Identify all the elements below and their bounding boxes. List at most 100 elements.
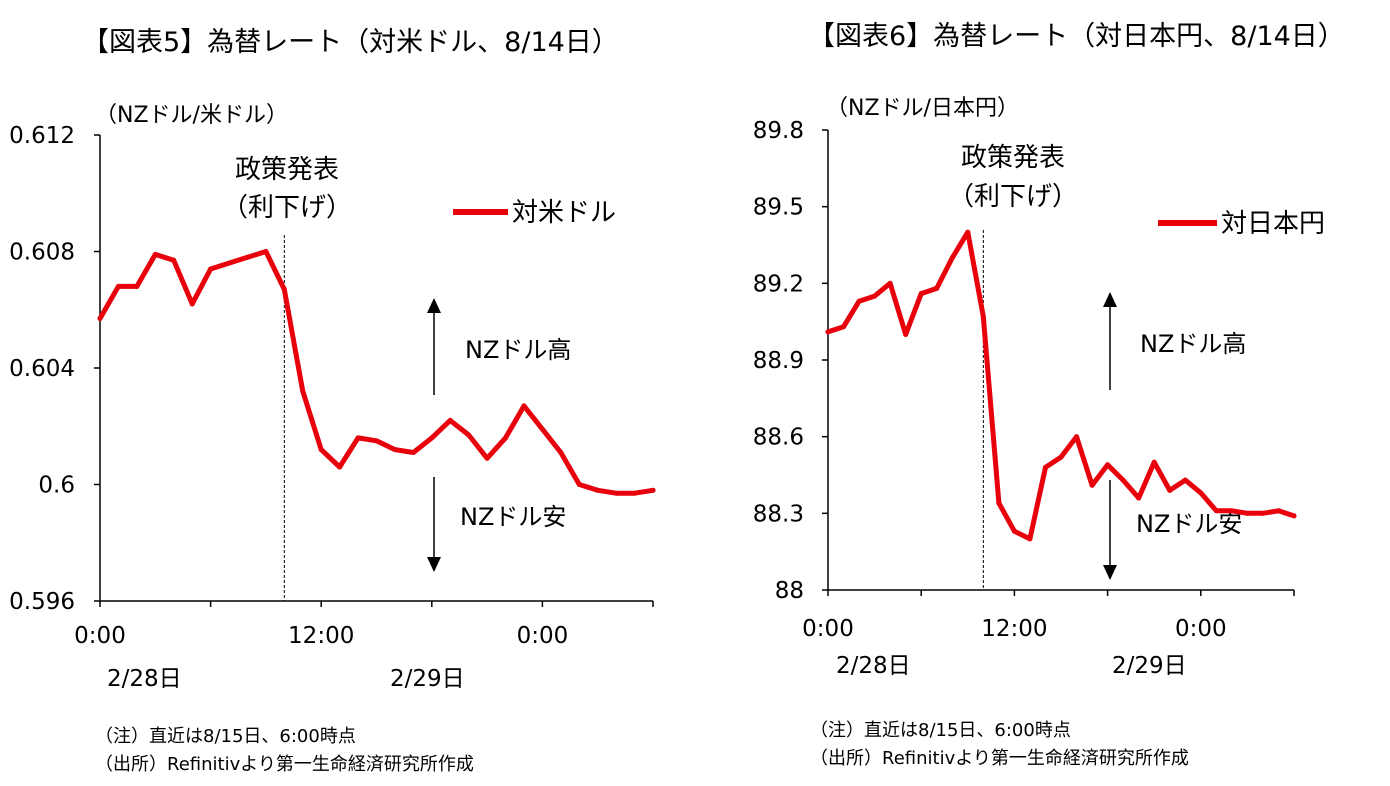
chart2-data-point [1120, 477, 1126, 483]
chart2-data-point [1275, 508, 1281, 514]
chart2-data-point [965, 229, 971, 235]
chart2-data-point [1291, 513, 1297, 519]
chart2-data-point [825, 329, 831, 335]
chart2-source: （出所）Refinitivより第一生命経済研究所作成 [810, 748, 1189, 769]
chart1-data-point [97, 315, 103, 321]
chart1-data-point [281, 286, 287, 292]
chart2-event-label: 政策発表 [961, 143, 1065, 173]
chart1-data-point [337, 464, 343, 470]
chart1-unit-label: （NZドル/米ドル） [95, 103, 288, 128]
chart2-data-point [934, 285, 940, 291]
chart2-series-line [825, 229, 1297, 542]
chart2-data-point [1105, 462, 1111, 468]
chart1-data-point [189, 301, 195, 307]
chart2-y-tick-label: 88.3 [753, 501, 804, 527]
chart1-down-label: NZドル安 [460, 503, 566, 531]
chart1-y-tick-label: 0.596 [9, 589, 75, 615]
chart1-legend-label: 対米ドル [512, 198, 616, 228]
chart2-x-date-label: 2/29日 [1112, 653, 1187, 679]
chart2-data-point [1182, 477, 1188, 483]
chart1-data-point [115, 283, 121, 289]
chart1-y-tick-label: 0.612 [9, 123, 75, 149]
chart1-data-point [263, 249, 269, 254]
chart1-data-point [650, 487, 656, 493]
chart1-data-point [318, 447, 324, 453]
chart1-down-arrow-head [427, 557, 441, 572]
chart2-data-point [887, 280, 893, 286]
chart2-y-tick-label: 88.9 [753, 348, 804, 374]
chart1-data-point [521, 403, 527, 409]
chart2-event-sublabel: （利下げ） [948, 182, 1078, 212]
chart1-data-point [484, 455, 490, 461]
chart2-data-point [1089, 482, 1095, 488]
chart2-data-point [980, 314, 986, 320]
chart2-data-point [856, 298, 862, 304]
chart1-y-tick-label: 0.6 [38, 473, 75, 499]
chart2-down-arrow-head [1103, 565, 1117, 580]
chart1-data-point [410, 449, 416, 455]
chart1-data-point [134, 283, 140, 289]
chart2-y-tick-label: 89.5 [753, 195, 804, 221]
chart1-note: （注）直近は8/15日、6:00時点 [95, 726, 356, 747]
chart2-data-point [903, 331, 909, 337]
chart1-data-point [503, 435, 509, 441]
chart2-data-point [872, 293, 878, 299]
chart1-x-date-label: 2/29日 [390, 666, 465, 692]
chart1-data-point [466, 432, 472, 438]
chart1-y-tick-label: 0.608 [9, 240, 75, 266]
chart1-x-tick-label: 12:00 [288, 623, 354, 649]
chart2-data-point [918, 291, 924, 297]
chart2-y-tick-label: 89.8 [753, 118, 804, 144]
chart2-data-point [1136, 495, 1142, 501]
chart1-data-point [171, 257, 177, 263]
chart1-up-label: NZドル高 [465, 336, 571, 364]
chart2-x-tick-label: 0:00 [802, 616, 854, 642]
chart2-x-date-label: 2/28日 [836, 653, 911, 679]
chart2-data-point [1058, 454, 1064, 460]
chart2-legend-label: 対日本円 [1221, 209, 1325, 239]
chart2-x-tick-label: 0:00 [1175, 616, 1227, 642]
chart2-data-point [996, 500, 1002, 506]
chart2-data-point [1027, 536, 1033, 542]
chart2-data-point [949, 255, 955, 261]
chart2-down-label: NZドル安 [1136, 510, 1242, 538]
chart1-data-point [244, 254, 250, 260]
chart1-data-point [447, 417, 453, 423]
chart2-data-point [1151, 459, 1157, 465]
chart2-data-point [1042, 464, 1048, 470]
chart2-up-label: NZドル高 [1140, 330, 1246, 358]
chart1-x-tick-label: 0:00 [517, 623, 569, 649]
chart1-data-point [595, 487, 601, 493]
chart2-data-point [841, 324, 847, 330]
chart2-unit-label: （NZドル/日本円） [826, 96, 1019, 121]
chart1-data-point [374, 438, 379, 444]
chart1-data-point [539, 426, 545, 432]
chart1-x-date-label: 2/28日 [107, 666, 182, 692]
chart2-x-tick-label: 12:00 [981, 616, 1047, 642]
chart2-data-point [1260, 510, 1266, 516]
chart1-data-point [632, 490, 638, 496]
chart2-data-point [1011, 528, 1017, 534]
chart1-event-sublabel: （利下げ） [222, 193, 352, 223]
chart2-data-point [1167, 487, 1173, 493]
chart2-y-tick-label: 89.2 [753, 271, 804, 297]
chart2-data-point [1244, 510, 1250, 516]
chart1-data-point [392, 447, 398, 453]
chart1-data-point [429, 435, 435, 441]
chart1-data-point [208, 266, 214, 272]
chart1-data-point [355, 435, 361, 441]
chart1-x-tick-label: 0:00 [74, 623, 126, 649]
chart2-y-tick-label: 88.6 [753, 425, 804, 451]
chart1-up-arrow-head [427, 298, 441, 313]
chart1-event-label: 政策発表 [235, 155, 339, 185]
chart1-source: （出所）Refinitivより第一生命経済研究所作成 [95, 754, 474, 775]
chart2-up-arrow-head [1103, 292, 1117, 307]
chart1-data-point [558, 449, 564, 455]
chart2-title: 【図表6】為替レート（対日本円、8/14日） [808, 21, 1345, 52]
chart1-data-point [226, 260, 232, 266]
chart2-data-point [1198, 490, 1204, 496]
chart1-data-point [300, 388, 306, 394]
chart2-data-point [1229, 508, 1235, 514]
chart1-data-point [576, 482, 582, 487]
chart2-data-point [1213, 508, 1219, 514]
